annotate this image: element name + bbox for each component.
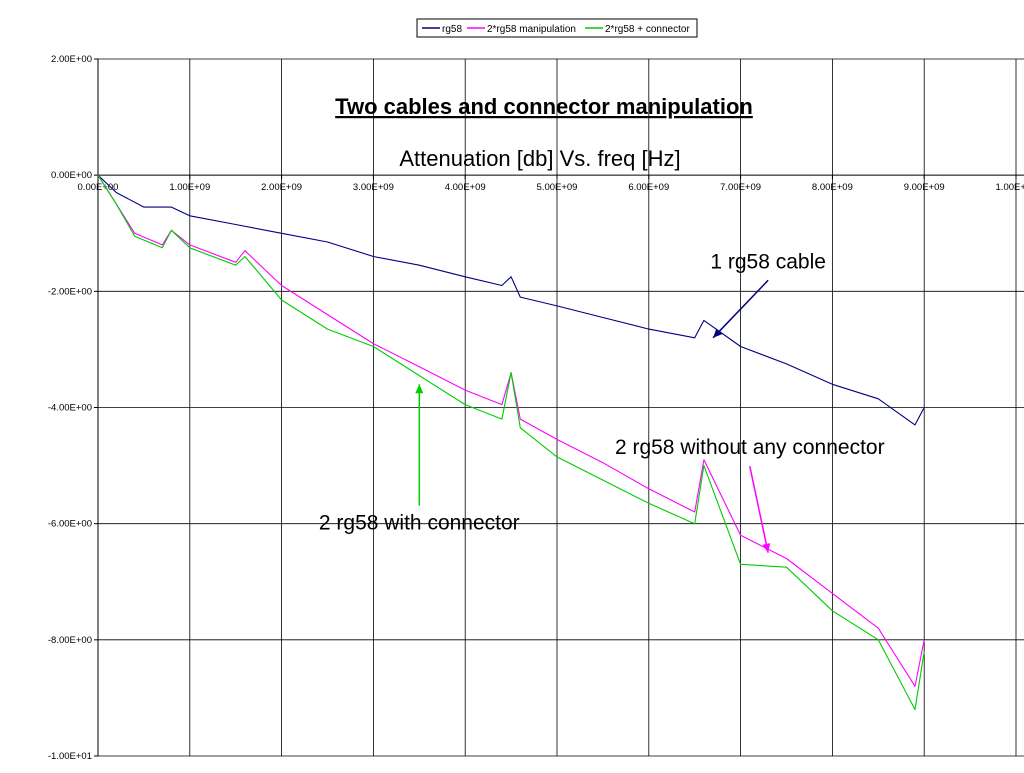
x-tick-label: 1.00E+10 <box>996 182 1024 193</box>
annotation-layer: 1 rg58 cable 2 rg58 without any connector… <box>319 250 885 553</box>
legend-item-rg58: rg58 <box>422 24 462 35</box>
y-tick-label: -2.00E+00 <box>48 286 92 297</box>
axes-layer: 0.00E+00 1.00E+09 2.00E+09 3.00E+09 4.00E+09… <box>48 54 1024 762</box>
x-tick-label: 9.00E+09 <box>904 182 945 193</box>
annotation-arrowhead <box>713 328 723 338</box>
y-tick-label: -1.00E+01 <box>48 751 92 762</box>
x-tick-label: 5.00E+09 <box>537 182 578 193</box>
legend-item-connector: 2*rg58 + connector <box>585 24 690 35</box>
chart-title: Two cables and connector manipulation <box>335 94 753 119</box>
x-tick-label: 1.00E+09 <box>169 182 210 193</box>
y-tick-label: -8.00E+00 <box>48 635 92 646</box>
legend: rg58 2*rg58 manipulation 2*rg58 + connec… <box>416 18 698 38</box>
annotation-arrowhead <box>762 543 771 553</box>
annotation-label-1: 2 rg58 without any connector <box>615 436 885 459</box>
series-line-0 <box>97 174 925 426</box>
y-tick-label: -6.00E+00 <box>48 519 92 530</box>
annotation-arrowhead <box>415 384 424 394</box>
legend-box <box>416 18 698 38</box>
x-tick-label: 6.00E+09 <box>628 182 669 193</box>
series-line-2 <box>97 174 925 711</box>
y-tick-label: -4.00E+00 <box>48 403 92 414</box>
legend-label-rg58: rg58 <box>442 24 462 35</box>
x-tick-label: 2.00E+09 <box>261 182 302 193</box>
x-tick-label: 3.00E+09 <box>353 182 394 193</box>
legend-label-manipulation: 2*rg58 manipulation <box>487 24 576 35</box>
chart-subtitle: Attenuation [db] Vs. freq [Hz] <box>399 146 680 171</box>
x-tick-label: 4.00E+09 <box>445 182 486 193</box>
x-tick-label: 7.00E+09 <box>720 182 761 193</box>
legend-item-manipulation: 2*rg58 manipulation <box>467 24 576 35</box>
y-tick-label: 0.00E+00 <box>51 170 92 181</box>
annotation-label-2: 2 rg58 with connector <box>319 512 520 535</box>
annotation-label-0: 1 rg58 cable <box>710 250 826 273</box>
x-tick-label: 0.00E+00 <box>78 182 119 193</box>
annotation-arrow <box>749 466 769 553</box>
x-tick-label: 8.00E+09 <box>812 182 853 193</box>
series-layer <box>97 174 925 711</box>
annotation-arrow <box>712 279 769 339</box>
legend-label-connector: 2*rg58 + connector <box>605 24 690 35</box>
y-tick-label: 2.00E+00 <box>51 54 92 65</box>
series-line-1 <box>97 174 925 687</box>
